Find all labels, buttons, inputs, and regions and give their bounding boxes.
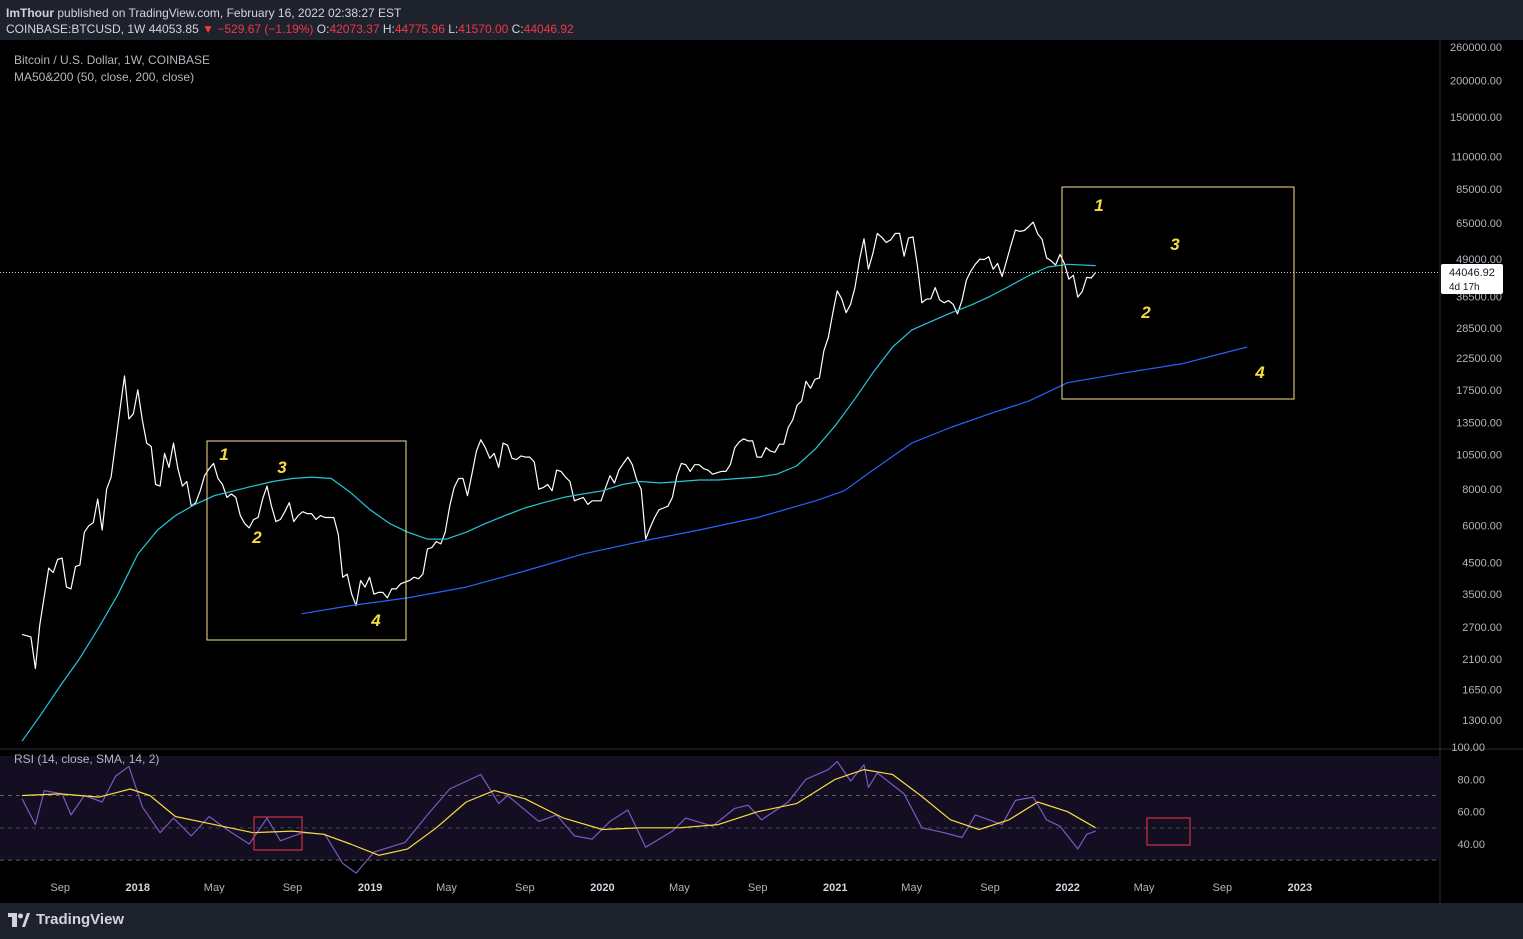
time-tick-label: 2020 [590, 882, 614, 894]
price-tick-label: 49000.00 [1456, 254, 1502, 266]
symbol-label: COINBASE:BTCUSD, 1W [6, 22, 146, 36]
rsi-annotation-box-2018 [253, 816, 303, 851]
time-tick-label: 2019 [358, 882, 382, 894]
annotation-number: 2 [251, 528, 262, 547]
price-tick-label: 28500.00 [1456, 323, 1502, 335]
price-tick-label: 10500.00 [1456, 450, 1502, 462]
time-tick-label: Sep [515, 882, 535, 894]
last-price-tag-value: 44046.92 [1449, 267, 1495, 279]
time-tick-label: Sep [50, 882, 70, 894]
ma-legend[interactable]: MA50&200 (50, close, 200, close) [14, 70, 195, 84]
time-tick-label: Sep [1213, 882, 1233, 894]
price-tick-label: 6000.00 [1462, 521, 1502, 533]
rsi-band-background [0, 756, 1440, 860]
last-price-tag-countdown: 4d 17h [1449, 282, 1480, 293]
price-tick-label: 1300.00 [1462, 715, 1502, 727]
time-tick-label: May [669, 882, 690, 894]
series-line-ma50 [21, 263, 1096, 742]
annotation-number: 1 [219, 445, 228, 464]
time-tick-label: May [1134, 882, 1155, 894]
annotations: 1 2 3 4 1 2 3 4 [206, 186, 1295, 851]
publication-info: published on TradingView.com, February 1… [57, 6, 402, 20]
publication-header: ImThour published on TradingView.com, Fe… [0, 0, 1523, 40]
price-tick-label: 22500.00 [1456, 353, 1502, 365]
close-label: C: [511, 22, 524, 36]
last-price: 44053.85 [148, 22, 199, 36]
annotation-number: 3 [277, 458, 287, 477]
time-tick-label: May [901, 882, 922, 894]
time-tick-label: May [204, 882, 225, 894]
rsi-series-rsi [21, 760, 1096, 874]
annotation-box-2021 [1061, 186, 1295, 400]
footer: TradingView [0, 903, 1523, 939]
annotation-number: 2 [1140, 303, 1151, 322]
price-tick-label: 110000.00 [1451, 151, 1502, 163]
high-label: H: [382, 22, 395, 36]
tradingview-logo[interactable]: TradingView [8, 911, 124, 928]
time-tick-label: Sep [283, 882, 303, 894]
rsi-pane [0, 760, 1440, 874]
price-tick-label: 85000.00 [1456, 184, 1502, 196]
tradingview-icon [8, 912, 30, 927]
main-pane [0, 221, 1440, 742]
price-tick-label: 65000.00 [1456, 218, 1502, 230]
high-value: 44775.96 [394, 22, 445, 36]
close-value: 44046.92 [523, 22, 574, 36]
axes: 260000.00 200000.00 150000.00 110000.00 8500… [50, 42, 1502, 894]
price-tick-label: 36500.00 [1456, 291, 1502, 303]
time-tick-label: 2018 [126, 882, 150, 894]
price-tick-label: 13500.00 [1456, 418, 1502, 430]
price-tick-label: 150000.00 [1450, 112, 1502, 124]
rsi-tick-label: 60.00 [1457, 807, 1485, 819]
time-tick-label: 2023 [1288, 882, 1312, 894]
time-tick-label: 2022 [1055, 882, 1079, 894]
series-line-btcusd [21, 221, 1097, 670]
down-arrow-icon: ▼ [202, 22, 214, 36]
annotation-number: 3 [1170, 235, 1180, 254]
rsi-annotation-box-2022 [1146, 817, 1191, 846]
price-tick-label: 200000.00 [1450, 75, 1502, 87]
price-tick-label: 2100.00 [1462, 654, 1502, 666]
author-name[interactable]: ImThour [6, 6, 54, 20]
rsi-tick-label: 80.00 [1457, 774, 1485, 786]
rsi-legend[interactable]: RSI (14, close, SMA, 14, 2) [14, 752, 160, 766]
tradingview-brand: TradingView [36, 911, 125, 928]
price-tick-label: 8000.00 [1462, 484, 1502, 496]
annotation-box-2018 [206, 440, 407, 641]
low-value: 41570.00 [458, 22, 509, 36]
ohlc-line: COINBASE:BTCUSD, 1W 44053.85 ▼ −529.67 (… [6, 22, 574, 36]
publication-line: ImThour published on TradingView.com, Fe… [6, 6, 401, 20]
annotation-number: 4 [370, 611, 381, 630]
rsi-tick-label: 100.00 [1451, 742, 1485, 754]
price-tick-label: 17500.00 [1456, 385, 1502, 397]
series-line-ma200 [301, 346, 1248, 615]
low-label: L: [448, 22, 459, 36]
price-tick-label: 2700.00 [1462, 622, 1502, 634]
last-price-tag: 44046.92 4d 17h [1441, 264, 1503, 294]
time-tick-label: Sep [748, 882, 768, 894]
last-price-tag-box [1441, 264, 1503, 294]
price-change: −529.67 (−1.19%) [217, 22, 314, 36]
price-tick-label: 260000.00 [1450, 42, 1502, 54]
time-tick-label: Sep [980, 882, 1000, 894]
open-value: 42073.37 [329, 22, 380, 36]
price-tick-label: 1650.00 [1462, 685, 1502, 697]
chart-legend-title: Bitcoin / U.S. Dollar, 1W, COINBASE [14, 53, 211, 67]
annotation-number: 4 [1254, 363, 1265, 382]
rsi-series-rsi-ma [21, 768, 1096, 856]
price-tick-label: 4500.00 [1462, 557, 1502, 569]
rsi-tick-label: 40.00 [1457, 839, 1485, 851]
price-tick-label: 3500.00 [1462, 589, 1502, 601]
time-tick-label: May [436, 882, 457, 894]
chart-canvas[interactable]: 260000.00 200000.00 150000.00 110000.00 8500… [0, 40, 1523, 903]
open-label: O: [316, 22, 330, 36]
time-tick-label: 2021 [823, 882, 847, 894]
annotation-number: 1 [1094, 196, 1103, 215]
